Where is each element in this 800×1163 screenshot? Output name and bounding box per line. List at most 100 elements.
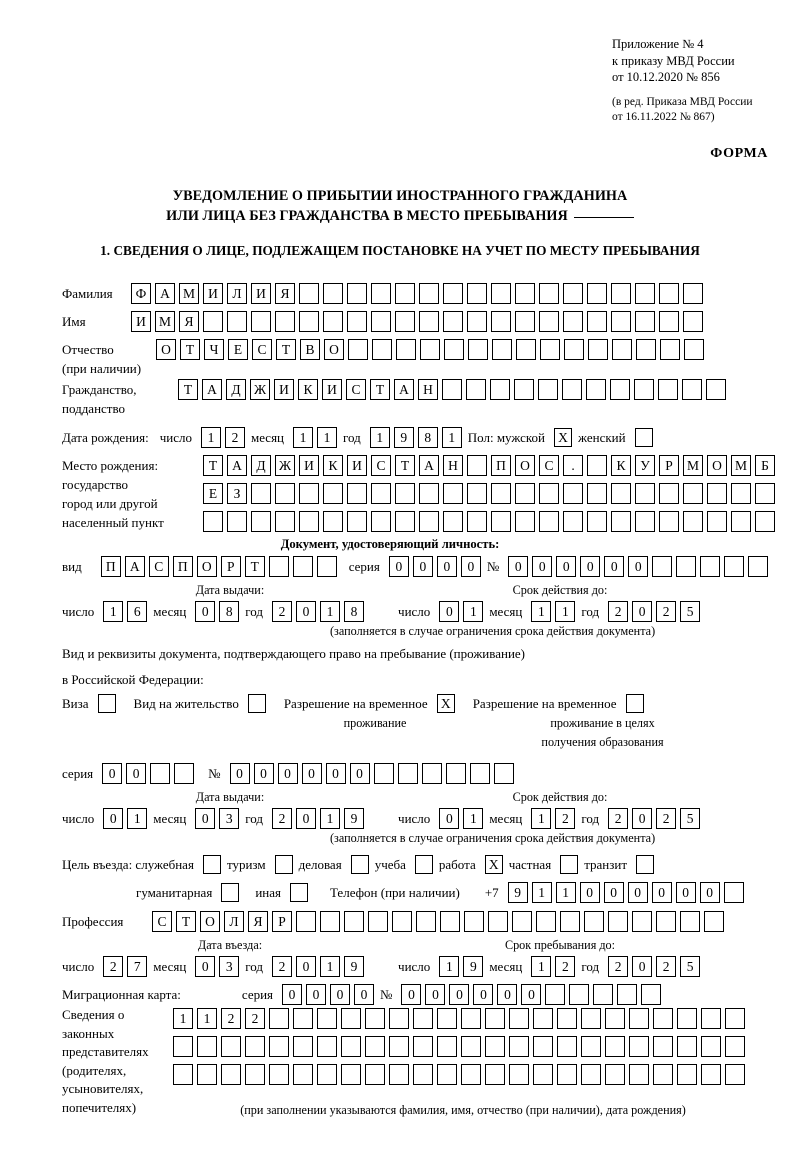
char-cell[interactable]: 0 — [296, 601, 317, 622]
char-cell[interactable]: 0 — [473, 984, 494, 1005]
char-cell[interactable] — [586, 379, 606, 400]
char-cell[interactable]: 1 — [369, 427, 390, 448]
char-cell[interactable]: Е — [228, 339, 248, 360]
char-cell[interactable] — [413, 1036, 433, 1057]
char-cell[interactable]: 2 — [272, 808, 293, 829]
char-cell[interactable] — [683, 311, 703, 332]
char-cell[interactable]: Т — [370, 379, 390, 400]
char-cell[interactable] — [299, 283, 319, 304]
char-cell[interactable] — [683, 483, 703, 504]
char-cell[interactable]: Ч — [204, 339, 224, 360]
char-cell[interactable] — [587, 283, 607, 304]
char-cell[interactable]: О — [324, 339, 344, 360]
char-cell[interactable] — [755, 483, 775, 504]
char-cell[interactable] — [635, 511, 655, 532]
char-cell[interactable] — [724, 556, 745, 577]
char-cell[interactable]: Ж — [275, 455, 295, 476]
char-cell[interactable] — [461, 1064, 481, 1085]
char-cell[interactable]: 9 — [344, 808, 365, 829]
char-cell[interactable]: 2 — [224, 427, 245, 448]
char-cell[interactable] — [323, 483, 343, 504]
char-cell[interactable] — [659, 483, 679, 504]
char-cell[interactable] — [396, 339, 416, 360]
char-cell[interactable] — [437, 1064, 457, 1085]
char-cell[interactable] — [389, 1036, 409, 1057]
char-cell[interactable] — [269, 1064, 289, 1085]
char-cell[interactable]: 2 — [555, 956, 576, 977]
char-cell[interactable] — [437, 1036, 457, 1057]
purpose-business-checkbox[interactable] — [350, 855, 369, 874]
char-cell[interactable] — [389, 1008, 409, 1029]
char-cell[interactable]: 2 — [245, 1008, 265, 1029]
char-cell[interactable]: Р — [272, 911, 292, 932]
char-cell[interactable] — [292, 556, 313, 577]
char-cell[interactable] — [372, 339, 392, 360]
char-cell[interactable] — [491, 483, 511, 504]
char-cell[interactable] — [725, 1064, 745, 1085]
purpose-other-checkbox[interactable] — [289, 883, 308, 902]
char-cell[interactable] — [677, 1036, 697, 1057]
char-cell[interactable]: 1 — [127, 808, 148, 829]
char-cell[interactable]: С — [539, 455, 559, 476]
char-cell[interactable] — [373, 763, 394, 784]
birthplace-row-3-input[interactable] — [203, 511, 775, 532]
char-cell[interactable]: 0 — [632, 601, 653, 622]
char-cell[interactable]: 0 — [296, 808, 317, 829]
char-cell[interactable] — [611, 283, 631, 304]
char-cell[interactable]: Д — [251, 455, 271, 476]
char-cell[interactable]: 9 — [344, 956, 365, 977]
char-cell[interactable] — [557, 1008, 577, 1029]
char-cell[interactable] — [467, 483, 487, 504]
char-cell[interactable]: С — [252, 339, 272, 360]
char-cell[interactable] — [443, 283, 463, 304]
char-cell[interactable] — [659, 283, 679, 304]
char-cell[interactable]: Н — [443, 455, 463, 476]
char-cell[interactable]: А — [394, 379, 414, 400]
purpose-official-checkbox[interactable] — [202, 855, 221, 874]
char-cell[interactable] — [539, 511, 559, 532]
char-cell[interactable]: 0 — [579, 882, 600, 903]
legal-reps-row-3-input[interactable] — [173, 1064, 745, 1085]
char-cell[interactable] — [347, 511, 367, 532]
char-cell[interactable]: А — [202, 379, 222, 400]
char-cell[interactable] — [419, 283, 439, 304]
char-cell[interactable]: 0 — [282, 984, 303, 1005]
char-cell[interactable]: 1 — [531, 882, 552, 903]
char-cell[interactable]: 0 — [449, 984, 470, 1005]
char-cell[interactable]: 0 — [532, 556, 553, 577]
char-cell[interactable] — [245, 1064, 265, 1085]
char-cell[interactable]: X — [554, 428, 573, 447]
char-cell[interactable] — [635, 283, 655, 304]
char-cell[interactable] — [275, 483, 295, 504]
char-cell[interactable] — [197, 1036, 217, 1057]
char-cell[interactable]: 0 — [330, 984, 351, 1005]
char-cell[interactable]: 2 — [608, 601, 629, 622]
char-cell[interactable] — [533, 1008, 553, 1029]
char-cell[interactable]: Т — [244, 556, 265, 577]
char-cell[interactable] — [440, 911, 460, 932]
char-cell[interactable]: 1 — [103, 601, 124, 622]
char-cell[interactable]: 0 — [388, 556, 409, 577]
char-cell[interactable] — [611, 483, 631, 504]
char-cell[interactable] — [341, 1064, 361, 1085]
char-cell[interactable] — [569, 984, 590, 1005]
char-cell[interactable]: 1 — [531, 601, 552, 622]
char-cell[interactable]: Т — [395, 455, 415, 476]
char-cell[interactable]: 0 — [699, 882, 720, 903]
char-cell[interactable] — [723, 882, 744, 903]
char-cell[interactable]: . — [563, 455, 583, 476]
char-cell[interactable]: О — [200, 911, 220, 932]
char-cell[interactable]: З — [227, 483, 247, 504]
char-cell[interactable] — [538, 379, 558, 400]
char-cell[interactable]: 0 — [195, 601, 216, 622]
char-cell[interactable]: 2 — [656, 808, 677, 829]
